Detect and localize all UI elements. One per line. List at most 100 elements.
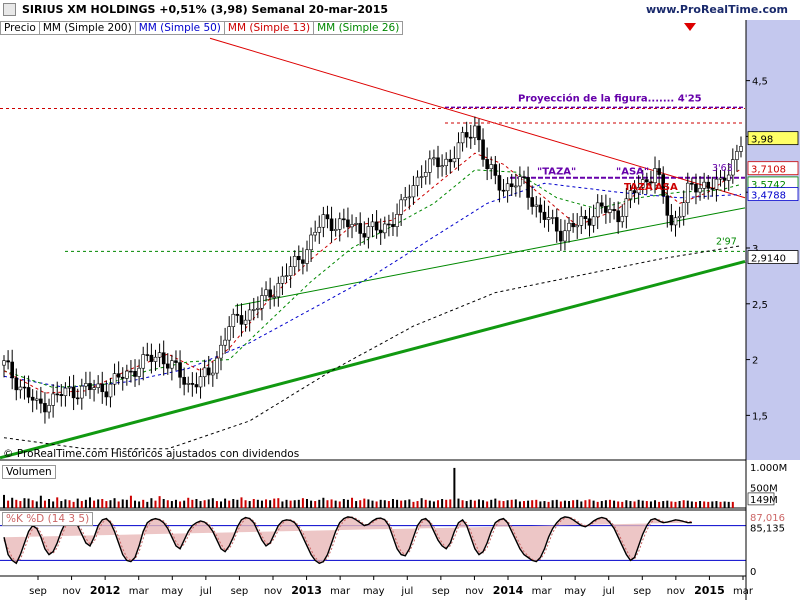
candle-body bbox=[309, 234, 313, 251]
volume-bar bbox=[621, 501, 624, 508]
candle-body bbox=[182, 376, 186, 385]
candle-body bbox=[645, 179, 649, 183]
candle-body bbox=[239, 315, 244, 325]
candle-body bbox=[677, 215, 682, 219]
candle-body bbox=[112, 373, 117, 385]
volume-bar bbox=[314, 501, 317, 508]
volume-bar bbox=[658, 501, 661, 508]
volume-bar bbox=[23, 498, 26, 508]
x-tick-label: mar bbox=[330, 586, 351, 597]
volume-bar bbox=[420, 498, 423, 508]
volume-bar bbox=[719, 501, 722, 508]
collapse-icon[interactable] bbox=[3, 3, 16, 16]
x-tick-label: jul bbox=[400, 586, 413, 597]
volume-bar bbox=[322, 497, 325, 508]
volume-bar bbox=[346, 499, 349, 508]
volume-bar bbox=[555, 499, 558, 508]
volume-bar bbox=[342, 499, 345, 508]
candle-body bbox=[104, 391, 109, 398]
volume-bar bbox=[134, 500, 137, 508]
candle-body bbox=[669, 215, 674, 226]
candle-body bbox=[722, 177, 727, 181]
candle-body bbox=[559, 230, 563, 242]
candle-body bbox=[735, 151, 739, 160]
legend-ma200[interactable]: MM (Simple 200) bbox=[39, 21, 136, 35]
legend-price[interactable]: Precio bbox=[0, 21, 40, 35]
volume-bar bbox=[592, 500, 595, 508]
candle-body bbox=[358, 223, 363, 234]
volume-bar bbox=[613, 500, 616, 508]
candle-body bbox=[636, 187, 641, 194]
candle-body bbox=[63, 387, 68, 396]
candle-body bbox=[657, 168, 661, 175]
volume-bar bbox=[649, 501, 652, 508]
brand-link[interactable]: www.ProRealTime.com bbox=[645, 3, 788, 16]
volume-bar bbox=[629, 501, 632, 508]
volume-bar bbox=[195, 499, 198, 508]
volume-tick-500: 500M bbox=[750, 484, 778, 495]
volume-bar bbox=[293, 500, 296, 508]
candle-body bbox=[460, 132, 465, 144]
candle-body bbox=[174, 360, 178, 363]
candle-body bbox=[464, 132, 469, 138]
x-tick-label: sep bbox=[432, 586, 450, 597]
candle-body bbox=[337, 218, 342, 230]
x-tick-label: nov bbox=[465, 586, 483, 597]
volume-bar bbox=[424, 499, 427, 508]
volume-bar bbox=[457, 498, 460, 508]
candle-body bbox=[571, 222, 575, 228]
volume-bar bbox=[441, 499, 444, 508]
candle-body bbox=[342, 218, 346, 221]
price-label-box bbox=[747, 187, 799, 201]
volume-bar bbox=[383, 500, 386, 508]
candle-body bbox=[452, 158, 457, 163]
volume-bar bbox=[232, 499, 235, 508]
candle-body bbox=[206, 367, 211, 376]
volume-bar bbox=[682, 500, 685, 508]
candle-body bbox=[477, 125, 481, 141]
volume-bar bbox=[3, 494, 5, 508]
candle-body bbox=[554, 217, 559, 232]
volume-bar bbox=[15, 499, 18, 508]
volume-bar bbox=[645, 501, 648, 508]
candle-body bbox=[468, 136, 473, 139]
stochastic-title: %K %D (14 3 5) bbox=[6, 513, 90, 525]
volume-bar bbox=[289, 500, 292, 508]
volume-bar bbox=[183, 500, 186, 508]
volume-bar bbox=[543, 501, 546, 508]
candle-body bbox=[92, 387, 96, 390]
candle-body bbox=[116, 373, 121, 378]
legend-ma50[interactable]: MM (Simple 50) bbox=[135, 21, 225, 35]
candle-body bbox=[436, 157, 440, 168]
candle-body bbox=[387, 223, 391, 226]
x-tick-label: nov bbox=[264, 586, 282, 597]
volume-bar bbox=[690, 501, 693, 508]
volume-bar bbox=[355, 501, 358, 508]
candle-body bbox=[497, 175, 502, 191]
volume-bar bbox=[604, 500, 607, 508]
candle-body bbox=[211, 372, 215, 376]
volume-bar bbox=[301, 498, 304, 508]
volume-bar bbox=[113, 498, 116, 508]
legend-ma13[interactable]: MM (Simple 13) bbox=[224, 21, 315, 35]
candle-body bbox=[382, 223, 387, 234]
stochastic-pane-label[interactable]: %K %D (14 3 5) bbox=[2, 512, 94, 526]
candle-body bbox=[215, 357, 219, 374]
candle-body bbox=[194, 384, 199, 388]
volume-bar bbox=[727, 501, 730, 508]
volume-axis bbox=[746, 463, 800, 508]
candle-body bbox=[530, 197, 534, 207]
volume-tick-1000: 1.000M bbox=[750, 463, 787, 474]
legend-ma26[interactable]: MM (Simple 26) bbox=[314, 21, 404, 35]
volume-bar bbox=[97, 499, 100, 508]
volume-pane-label[interactable]: Volumen bbox=[2, 465, 56, 479]
candle-body bbox=[14, 377, 19, 391]
candle-body bbox=[227, 326, 231, 341]
candle-body bbox=[251, 309, 256, 311]
candle-body bbox=[640, 179, 645, 188]
candle-body bbox=[612, 209, 616, 212]
volume-bar bbox=[252, 499, 255, 508]
volume-bar bbox=[371, 500, 374, 508]
volume-bar bbox=[203, 500, 206, 508]
candle-body bbox=[264, 289, 268, 296]
